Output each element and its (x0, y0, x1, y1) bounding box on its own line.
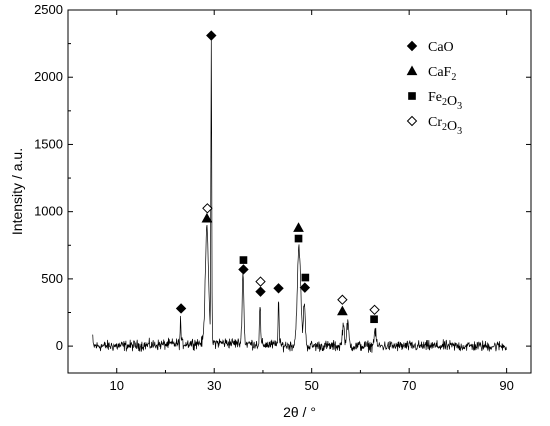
peak-marker-caf2 (201, 212, 213, 223)
peak-marker-cao (238, 264, 249, 275)
xrd-pattern-line (92, 38, 507, 353)
legend-label-fe2o3: Fe2O3 (428, 90, 462, 112)
y-tick-label: 2500 (34, 2, 63, 17)
y-axis-title: Intensity / a.u. (9, 148, 25, 235)
peak-marker-fe2o3 (239, 256, 248, 264)
legend-label-cr2o3: Cr2O3 (428, 115, 462, 137)
peak-marker-caf2 (337, 305, 348, 316)
peak-marker-fe2o3 (301, 273, 310, 282)
x-tick-label: 70 (402, 378, 416, 393)
legend-label-caf2: CaF2 (428, 65, 456, 83)
peak-marker-cao (175, 303, 187, 314)
legend-marker-caf2 (406, 65, 418, 76)
peak-markers (175, 30, 380, 324)
legend-marker-fe2o3 (408, 92, 416, 100)
peak-marker-cao (299, 282, 311, 293)
y-tick-label: 1500 (34, 136, 63, 151)
x-tick-label: 90 (499, 378, 513, 393)
x-tick-label: 10 (110, 378, 124, 393)
axes: 10 30 50 70 90 0 500 1000 1500 2000 2500 (34, 2, 532, 393)
y-tick-label: 500 (41, 271, 63, 286)
y-tick-label: 2000 (34, 69, 63, 84)
peak-marker-cr2o3 (202, 203, 213, 214)
peak-marker-cr2o3 (255, 276, 266, 287)
x-tick-label: 50 (304, 378, 318, 393)
peak-marker-cao (255, 286, 266, 297)
xrd-pattern (92, 38, 507, 353)
x-tick-label: 30 (207, 378, 221, 393)
peak-marker-fe2o3 (370, 315, 378, 324)
plot-frame (67, 9, 532, 374)
legend: CaO CaF2 Fe2O3 Cr2O3 (406, 40, 462, 137)
legend-marker-cao (406, 40, 418, 52)
y-tick-label: 0 (56, 338, 63, 353)
peak-marker-fe2o3 (294, 234, 303, 243)
x-axis-title: 2θ / ° (283, 404, 316, 420)
peak-marker-cao (206, 30, 217, 41)
peak-marker-cao (273, 283, 284, 294)
peak-marker-caf2 (293, 222, 304, 232)
legend-label-cao: CaO (428, 40, 454, 55)
peak-marker-cr2o3 (337, 294, 348, 305)
peak-marker-cr2o3 (369, 304, 380, 316)
y-tick-label: 1000 (34, 204, 63, 219)
legend-marker-cr2o3 (406, 115, 418, 127)
